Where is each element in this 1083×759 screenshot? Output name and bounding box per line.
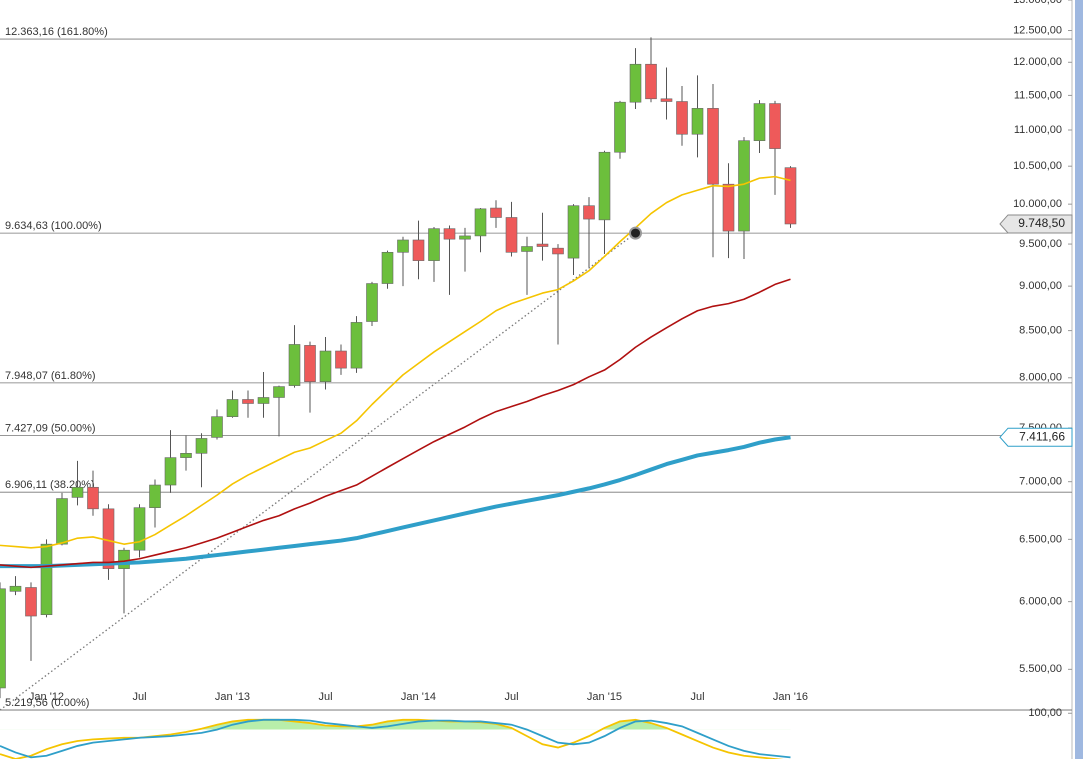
- candle-body: [645, 63, 657, 100]
- x-tick-label: Jan '16: [773, 691, 808, 703]
- candle-body: [257, 397, 270, 404]
- candle-body: [56, 498, 68, 545]
- y-tick-label: 9.000,00: [1019, 280, 1062, 292]
- x-tick-label: Jul: [504, 691, 518, 703]
- candle-body: [459, 235, 471, 240]
- candle-body: [722, 183, 735, 232]
- candle-body: [226, 399, 239, 417]
- y-tick-label: 6.500,00: [1019, 533, 1062, 545]
- candle-body: [195, 438, 208, 454]
- candle-body: [350, 322, 363, 369]
- candle-body: [707, 108, 719, 185]
- y-tick-label: 10.500,00: [1013, 160, 1062, 172]
- candle-body: [676, 101, 688, 135]
- price-tag: [999, 214, 1073, 234]
- candle-body: [552, 247, 564, 255]
- candle-body: [319, 350, 332, 382]
- candle-body: [304, 345, 316, 382]
- candle-body: [288, 344, 301, 386]
- candle-body: [40, 543, 53, 616]
- y-tick-label: 6.000,00: [1019, 596, 1062, 608]
- fib-label: 7.948,07 (61.80%): [5, 370, 96, 382]
- candle-body: [180, 453, 192, 458]
- y-tick-label: 8.500,00: [1019, 325, 1062, 337]
- y-tick-label: 13.000,00: [1013, 0, 1062, 6]
- candle-body: [428, 228, 440, 261]
- y-tick-label: 5.500,00: [1019, 663, 1062, 675]
- candle-body: [614, 101, 626, 153]
- candle-body: [443, 228, 456, 240]
- price-tag: [999, 427, 1073, 447]
- scroll-strip: [1075, 0, 1083, 759]
- y-tick-label: 100,00: [1028, 707, 1062, 719]
- candle-body: [366, 283, 378, 322]
- y-tick-label: 12.000,00: [1013, 56, 1062, 68]
- moving-average: [0, 435, 791, 569]
- y-tick-label: 12.500,00: [1013, 24, 1062, 36]
- candle-body: [242, 399, 254, 404]
- price-tag-label: 7.411,66: [1019, 429, 1065, 443]
- candle-body: [118, 549, 130, 569]
- x-tick-label: Jul: [690, 691, 704, 703]
- trend-marker: [629, 226, 642, 240]
- fib-label: 9.634,63 (100.00%): [5, 220, 102, 232]
- candle-body: [335, 350, 347, 369]
- oscillator-line: [0, 718, 791, 759]
- moving-average: [0, 175, 791, 549]
- candle-body: [381, 251, 394, 284]
- x-tick-label: Jan '12: [29, 691, 64, 703]
- y-tick-label: 11.000,00: [1014, 124, 1062, 136]
- candle-body: [25, 587, 37, 617]
- fib-label: 5.219,56 (0.00%): [5, 697, 89, 709]
- candle-body: [102, 508, 115, 569]
- candle-body: [784, 167, 797, 225]
- candle-body: [583, 205, 595, 220]
- candle-body: [133, 507, 146, 551]
- y-tick-label: 7.000,00: [1019, 476, 1062, 488]
- candle-body: [769, 103, 781, 149]
- candle-body: [474, 208, 487, 237]
- x-tick-label: Jul: [318, 691, 332, 703]
- candle-body: [397, 239, 409, 253]
- trendline: [0, 232, 636, 711]
- y-tick-label: 9.500,00: [1019, 238, 1062, 250]
- candle-body: [505, 217, 518, 253]
- y-tick-label: 11.500,00: [1014, 89, 1062, 101]
- candle-body: [9, 585, 22, 592]
- candle-body: [598, 151, 611, 221]
- candle-body: [629, 63, 642, 103]
- candle-body: [490, 207, 502, 218]
- y-tick-label: 10.000,00: [1013, 198, 1062, 210]
- candle-body: [211, 416, 223, 438]
- candle-body: [536, 243, 549, 247]
- candle-body: [71, 486, 84, 498]
- fib-label: 12.363,16 (161.80%): [5, 26, 108, 38]
- candle-body: [521, 246, 533, 252]
- candle-body: [0, 588, 6, 689]
- fib-label: 7.427,09 (50.00%): [5, 423, 96, 435]
- candle-body: [753, 103, 766, 141]
- x-tick-label: Jan '13: [215, 691, 250, 703]
- moving-average: [0, 278, 791, 569]
- candle-body: [660, 98, 673, 102]
- candle-body: [149, 484, 161, 508]
- candle-body: [87, 486, 99, 510]
- candle-body: [691, 108, 704, 135]
- candle-body: [273, 386, 285, 398]
- x-tick-label: Jan '15: [587, 691, 622, 703]
- candle-body: [164, 457, 177, 486]
- candle-body: [412, 239, 425, 261]
- x-tick-label: Jul: [132, 691, 146, 703]
- price-tag-label: 9.748,50: [1018, 216, 1065, 230]
- y-tick-label: 8.000,00: [1019, 372, 1062, 384]
- candle-body: [567, 205, 580, 259]
- candle-body: [738, 140, 750, 232]
- x-tick-label: Jan '14: [401, 691, 436, 703]
